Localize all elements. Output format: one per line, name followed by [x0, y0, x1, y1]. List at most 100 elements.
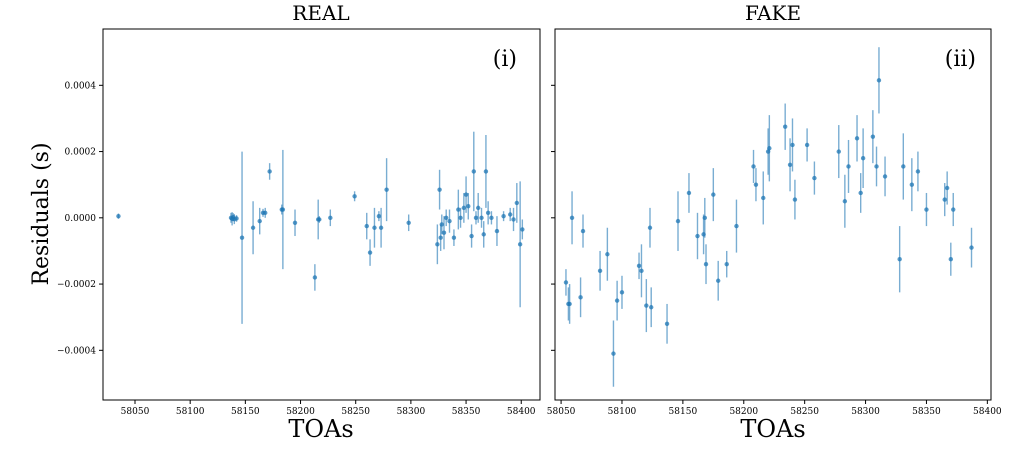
data-point — [384, 187, 389, 192]
data-point — [787, 162, 793, 168]
data-point — [664, 321, 670, 327]
data-point — [948, 257, 954, 262]
x-tick-label: 58350 — [912, 407, 941, 417]
x-tick-label: 58150 — [231, 407, 260, 417]
data-point — [649, 305, 654, 310]
data-point — [367, 250, 373, 255]
x-tick-label: 58400 — [507, 407, 536, 417]
data-point — [915, 169, 921, 174]
data-point — [614, 298, 620, 303]
x-ticks-fake: 58050 58100 58150 58200 58250 58300 58350 58400 — [547, 400, 1002, 417]
y-tick-label: −0.0004 — [57, 346, 96, 356]
data-point — [702, 215, 707, 221]
data-point — [250, 225, 256, 230]
plot-frame-fake — [554, 28, 992, 401]
x-tick-label: 58200 — [729, 407, 758, 417]
data-point — [724, 261, 729, 267]
data-point — [619, 290, 625, 295]
x-tick-label: 58250 — [790, 407, 819, 417]
data-point — [372, 225, 377, 230]
data-point — [438, 235, 443, 240]
panel-real: REAL −0.0004 −0.0002 0.0000 0.0002 0.0004 58… — [57, 1, 541, 443]
y-tick-label: 0.0002 — [65, 148, 97, 158]
data-point — [437, 187, 442, 192]
x-axis-label-real: TOAs — [288, 415, 353, 443]
data-point — [234, 216, 239, 221]
data-point — [876, 78, 882, 83]
data-point — [483, 169, 489, 174]
y-ticks-real: −0.0004 −0.0002 0.0000 0.0002 0.0004 — [57, 81, 103, 356]
data-point — [312, 275, 318, 280]
data-point — [328, 215, 333, 221]
data-point — [466, 204, 471, 209]
data-point — [263, 210, 268, 216]
data-point — [451, 235, 457, 240]
data-point — [767, 146, 772, 151]
x-tick-label: 58300 — [851, 407, 880, 417]
data-point — [597, 268, 603, 274]
data-point — [461, 205, 467, 211]
data-point — [944, 185, 950, 191]
data-point — [280, 207, 286, 212]
data-point — [439, 222, 444, 227]
data-point — [364, 223, 369, 229]
data-point — [501, 213, 506, 219]
data-point — [924, 207, 929, 212]
data-point — [441, 230, 447, 235]
data-point — [874, 164, 879, 169]
data-point — [897, 257, 902, 262]
data-point — [352, 194, 357, 199]
data-point — [485, 210, 491, 216]
y-axis-label: Residuals (s) — [29, 142, 54, 285]
data-point — [761, 195, 766, 201]
data-point — [647, 225, 653, 230]
data-point — [753, 182, 759, 187]
data-point — [909, 182, 915, 187]
data-point — [476, 205, 481, 211]
panel-title-fake: FAKE — [745, 1, 801, 25]
data-point — [644, 303, 649, 308]
data-point — [447, 218, 452, 224]
data-point — [471, 169, 476, 174]
panel-fake: FAKE 58050 58100 58150 58200 58250 58300 58350… — [547, 1, 1002, 443]
data-point — [443, 215, 449, 221]
data-point — [675, 218, 681, 224]
data-point — [812, 175, 817, 181]
data-point — [790, 142, 795, 148]
data-point — [473, 215, 479, 221]
data-point — [481, 232, 486, 237]
x-tick-label: 58050 — [547, 407, 576, 417]
data-point — [463, 192, 469, 197]
data-point — [854, 136, 860, 141]
data-point — [292, 220, 298, 225]
data-point — [846, 164, 851, 169]
data-point — [239, 235, 245, 240]
data-point — [511, 217, 516, 222]
data-point — [782, 124, 788, 129]
data-point — [567, 301, 572, 307]
data-point — [804, 142, 810, 148]
data-point — [569, 215, 575, 221]
x-tick-label: 58100 — [176, 407, 205, 417]
y-tick-label: −0.0002 — [57, 280, 96, 290]
data-point — [458, 215, 463, 221]
data-point — [378, 225, 384, 230]
y-tick-label: 0.0000 — [65, 214, 97, 224]
panel-annotation-real: (i) — [493, 47, 517, 72]
y-tick-label: 0.0004 — [65, 81, 97, 91]
data-point — [456, 207, 461, 212]
data-point — [611, 351, 616, 356]
data-point — [842, 199, 848, 204]
data-point — [605, 252, 610, 257]
data-point — [435, 242, 440, 247]
data-point — [901, 164, 906, 169]
data-point — [517, 242, 523, 247]
data-point — [494, 228, 500, 234]
data-point — [376, 213, 382, 219]
data-point — [711, 192, 716, 197]
data-point — [514, 200, 520, 206]
data-point — [686, 190, 692, 196]
x-tick-label: 58100 — [608, 407, 637, 417]
plot-frame-real — [102, 28, 541, 401]
